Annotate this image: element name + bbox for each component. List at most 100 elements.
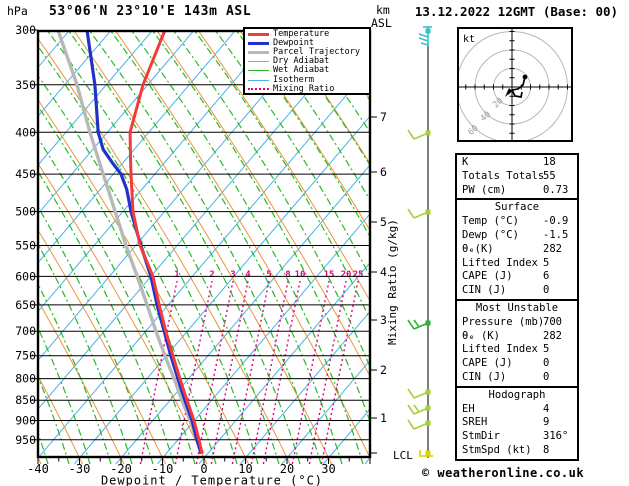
dry-adiabat-line — [38, 162, 208, 464]
isotherm-line — [38, 31, 153, 166]
wind-barb — [407, 404, 431, 415]
dry-adiabat-line — [156, 31, 370, 378]
barb-feather — [407, 129, 415, 140]
lcl-marker-dot — [425, 450, 431, 456]
stat-row-cape-j: CAPE (J) 6 — [457, 270, 577, 284]
dry-adiabat-line — [38, 374, 83, 464]
pressure-tick-label: 350 — [15, 78, 36, 92]
pressure-tick-label: 500 — [15, 205, 36, 219]
stat-row-temp-c: Temp (°C) -0.9 — [457, 215, 577, 229]
stat-label: K — [462, 156, 469, 168]
legend-label: Wet Adiabat — [273, 65, 330, 76]
stat-label: EH — [462, 402, 475, 415]
datetime-label: 13.12.2022 12GMT (Base: 00) — [414, 4, 619, 19]
stat-row-pressure-mb: Pressure (mb) 700 — [457, 316, 577, 330]
barb-feather — [407, 319, 415, 330]
mixing-ratio-axis-label: Mixing Ratio (g/kg) — [386, 219, 399, 345]
wind-barb — [418, 26, 432, 46]
parcel-trajectory-curve — [56, 31, 205, 455]
stat-row-k: θₑ (K) 282 — [457, 330, 577, 344]
stat-value: 282 — [543, 242, 562, 255]
stat-label: CIN (J) — [462, 370, 507, 383]
dry-adiabat-lines — [38, 31, 370, 464]
stats-panel-hodograph: Hodograph EH 4 SREH 9 StmDir 316° StmSpd (kt) 8 — [455, 385, 579, 461]
isotherm-line — [115, 164, 370, 464]
barb-feather — [420, 42, 429, 46]
mixing-ratio-line — [210, 280, 249, 464]
dry-adiabat-line — [198, 31, 370, 302]
chart-background: 1 2 3 4 5 8 10 15 20 25 — [0, 30, 370, 464]
stat-label: SREH — [462, 416, 488, 429]
mixing-ratio-value: 3 — [230, 270, 235, 280]
barb-shaft — [413, 211, 429, 219]
stat-value: 9 — [543, 416, 550, 429]
pressure-tick-label: 400 — [15, 125, 36, 139]
stat-value: -1.5 — [543, 228, 569, 241]
mixing-ratio-line — [231, 280, 270, 464]
stat-value: 0 — [543, 284, 550, 297]
km-tick-label: 1 — [380, 411, 387, 425]
stat-row-totals-totals: Totals Totals 55 — [457, 170, 577, 184]
legend-label: Temperature — [273, 29, 330, 40]
isotherm-line — [38, 31, 112, 118]
mixing-ratio-value: 4 — [245, 270, 251, 280]
lcl-label: LCL — [393, 449, 413, 462]
stat-label: Temp (°C) — [462, 215, 519, 228]
legend: Temperature Dewpoint Parcel Trajectory Dry … — [243, 27, 371, 95]
stat-label: Lifted Index — [462, 343, 538, 356]
dry-adiabat-line — [38, 229, 166, 464]
stat-row-lifted-index: Lifted Index 5 — [457, 343, 577, 357]
legend-item: Dry Adiabat — [245, 57, 369, 66]
stat-label: Lifted Index — [462, 256, 538, 269]
mixing-ratio-line — [139, 280, 178, 464]
isotherm-line — [157, 213, 370, 464]
stat-label: PW (cm) — [462, 183, 507, 196]
hodograph-panel: 20 40 60 kt — [456, 27, 573, 143]
temperature-curve — [128, 31, 204, 455]
pressure-tick-label: 750 — [15, 349, 36, 363]
mixing-ratio-value: 10 — [295, 270, 306, 280]
temp-tick-label: 10 — [238, 462, 252, 476]
barb-feather — [407, 404, 415, 415]
stat-row-lifted-index: Lifted Index 5 — [457, 257, 577, 271]
x-axis-title: Dewpoint / Temperature (°C) — [101, 474, 323, 486]
pressure-tick-label: 600 — [15, 269, 36, 283]
legend-swatch-dewpoint — [248, 42, 269, 46]
legend-label: Isotherm — [273, 74, 314, 85]
barb-shaft — [413, 322, 429, 330]
legend-label: Mixing Ratio — [273, 83, 335, 94]
stat-value: 282 — [543, 329, 562, 342]
wet-adiabat-line — [0, 30, 6, 464]
dry-adiabat-line — [38, 37, 291, 464]
barb-feather — [418, 33, 429, 38]
stat-row-k: K 18 — [457, 156, 577, 170]
isotherm-lines — [38, 31, 370, 464]
km-tick-label: 2 — [380, 363, 387, 377]
isotherm-line — [38, 31, 195, 215]
legend-label: Dry Adiabat — [273, 56, 330, 67]
stats-panel-title: Hodograph — [488, 388, 546, 401]
km-tick-label: 3 — [380, 313, 387, 327]
isotherm-line — [198, 261, 370, 464]
stat-row-pw-cm: PW (cm) 0.73 — [457, 184, 577, 198]
dry-adiabat-line — [115, 31, 370, 459]
km-tick-label: 4 — [380, 265, 387, 279]
stats-panel-surface: Surface Temp (°C) -0.9 Dewp (°C) -1.5 θₑ(K) 28… — [455, 198, 579, 301]
stat-label: CAPE (J) — [462, 357, 513, 370]
temp-tick-label: -30 — [69, 462, 91, 476]
barb-shaft — [413, 132, 429, 140]
stat-label: StmDir — [462, 430, 500, 443]
stat-value: 5 — [543, 256, 550, 269]
stats-panel-title: Surface — [494, 201, 540, 214]
wet-adiabat-line — [193, 31, 370, 321]
stat-row-cin-j: CIN (J) 0 — [457, 284, 577, 298]
stat-value: 700 — [543, 315, 562, 328]
sounding-curves — [56, 31, 205, 455]
legend-swatch-isotherm — [248, 79, 269, 81]
stat-value: 316° — [543, 430, 569, 443]
isotherm-line — [38, 31, 319, 362]
legend-item: Parcel Trajectory — [245, 48, 369, 57]
temp-tick-label: -40 — [27, 462, 49, 476]
